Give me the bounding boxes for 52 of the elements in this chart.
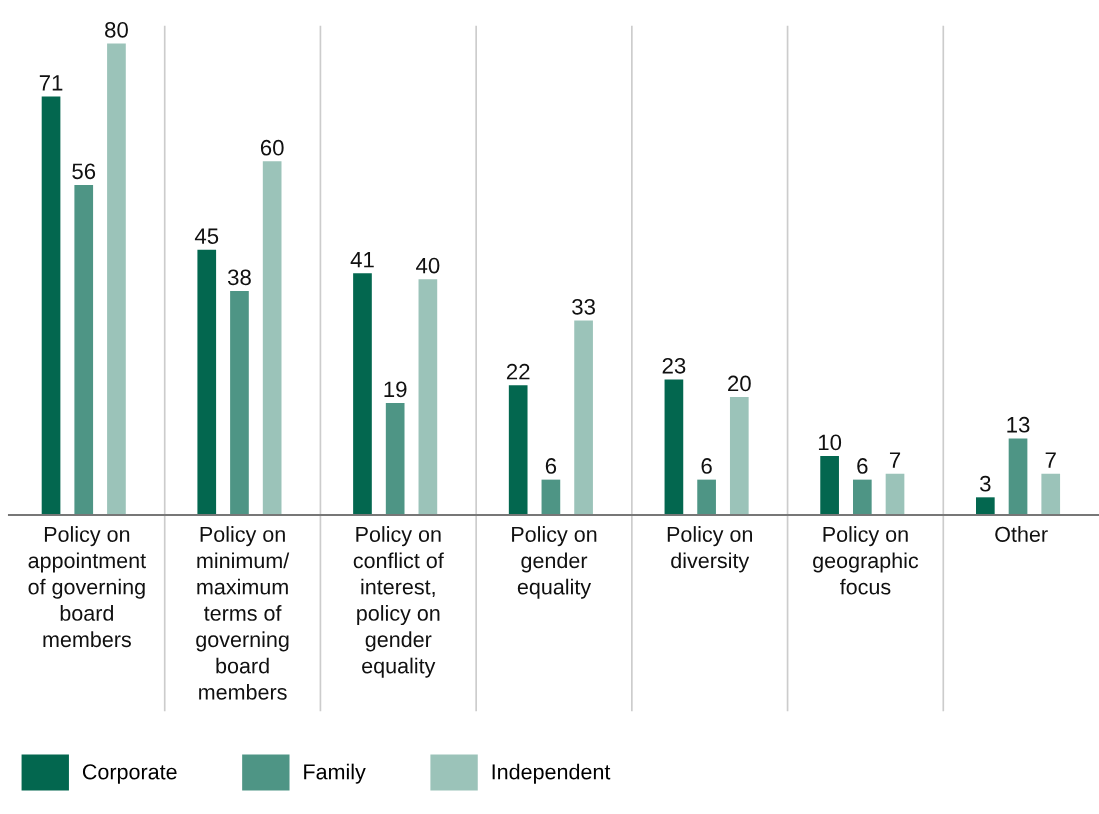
bar: [197, 249, 217, 515]
bar: [107, 43, 126, 515]
data-label: 80: [105, 21, 128, 38]
data-label: 6: [701, 458, 712, 474]
data-label: 6: [857, 458, 868, 474]
data-label: 13: [1007, 416, 1030, 433]
bar: [820, 456, 839, 515]
bar: [852, 479, 872, 515]
bar: [574, 320, 593, 515]
bar: [353, 273, 372, 515]
bar: [697, 479, 716, 515]
data-label: 3: [980, 475, 991, 492]
bar: [664, 379, 684, 515]
x-tick-label: Policy on conflict of interest, policy on gender equality: [353, 526, 444, 678]
x-tick-label: Policy on minimum/ maximum terms of governing board members: [196, 526, 290, 700]
data-label: 23: [662, 357, 686, 374]
bar: [262, 161, 282, 515]
bar: [385, 403, 405, 515]
data-label: 7: [1045, 452, 1056, 468]
legend-label: Independent: [492, 763, 611, 784]
bar: [975, 497, 995, 515]
x-tick-label: Policy on gender equality: [512, 526, 597, 599]
x-tick-label: Policy on diversity: [667, 526, 752, 573]
data-label: 20: [728, 375, 751, 392]
data-label: 56: [72, 163, 96, 180]
data-label: 41: [350, 252, 374, 268]
bar: [418, 279, 438, 515]
bar: [41, 96, 61, 515]
bar: [230, 291, 249, 515]
legend-label: Family: [304, 763, 366, 784]
x-tick-label: Policy on appointment of governing board members: [28, 526, 146, 648]
data-label: 7: [889, 452, 901, 468]
data-label: 40: [416, 257, 440, 274]
data-label: 10: [818, 434, 842, 451]
data-label: 22: [506, 363, 530, 380]
data-label: 19: [384, 381, 407, 398]
data-label: 71: [39, 75, 63, 91]
bar: [1041, 473, 1061, 515]
legend-label: Corporate: [82, 764, 177, 784]
bar: [541, 479, 561, 515]
data-label: 38: [227, 269, 251, 286]
data-label: 45: [194, 228, 219, 244]
bar: [885, 473, 905, 515]
data-label: 6: [545, 458, 557, 474]
x-tick-label: Other: [995, 526, 1048, 542]
x-tick-label: Policy on geographic focus: [813, 526, 919, 595]
bar: [729, 397, 749, 515]
bar: [74, 184, 94, 515]
data-label: 60: [260, 139, 284, 156]
bar: [1008, 438, 1028, 515]
data-label: 33: [572, 298, 595, 315]
bar: [508, 385, 528, 515]
